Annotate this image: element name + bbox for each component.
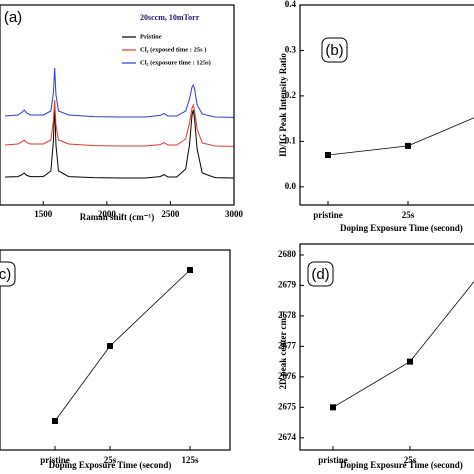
data-point xyxy=(405,142,411,149)
panel-tag: (d) xyxy=(311,266,329,283)
x-axis-label: Doping Exposure Time (second) xyxy=(49,460,172,470)
panel-tag-box xyxy=(0,261,16,287)
y-tick-label: 0.4 xyxy=(285,0,297,9)
plot-area xyxy=(325,117,474,158)
panel-tag-box xyxy=(307,261,334,287)
y-tick-label: 2675 xyxy=(278,401,297,411)
annotation: 20sccm, 10mTorr xyxy=(140,13,200,22)
x-tick-label: pristine xyxy=(313,210,343,220)
y-tick-label: 0.2 xyxy=(285,90,297,100)
data-line xyxy=(327,117,474,156)
y-tick-label: 2676 xyxy=(278,371,297,381)
data-point xyxy=(325,152,331,158)
x-tick-label: 3000 xyxy=(225,209,244,219)
y-tick-label: 2674 xyxy=(278,432,297,442)
plot-frame xyxy=(0,249,231,451)
y-axis-label: ID/IG Peak Intensity Ratio xyxy=(278,53,288,157)
plot-area xyxy=(5,67,234,179)
y-tick-label: 0.0 xyxy=(285,181,297,191)
spectrum-line xyxy=(5,99,234,147)
plot-area xyxy=(330,280,474,411)
panel: 2674267526762677267826792680pristine25s1… xyxy=(278,243,474,470)
plot-frame xyxy=(299,4,474,206)
x-tick-label: 1500 xyxy=(34,209,53,219)
y-tick-label: 2680 xyxy=(278,249,297,259)
plot-frame xyxy=(299,243,474,451)
legend-text: Pristine xyxy=(140,33,162,40)
legend-text: Cl₂ (exposed time : 25s ) xyxy=(140,46,206,53)
data-point xyxy=(330,404,336,411)
panel-tag: (c) xyxy=(0,266,11,283)
x-axis-label: Doping Exposure Time (second) xyxy=(340,223,463,233)
x-tick-label: 2000 xyxy=(98,209,117,219)
panel: 1500 2000 2500 3000 Pristine Cl₂ (exposed tim… xyxy=(0,4,244,222)
plot-frame xyxy=(0,4,235,206)
data-line xyxy=(54,269,191,422)
panel-tag: (a) xyxy=(4,9,22,26)
y-tick-label: 2678 xyxy=(278,310,297,320)
x-tick-label: 125s xyxy=(181,455,199,465)
y-axis-label: 2D peak center cm⁻¹ xyxy=(278,310,288,389)
panel-tag-box xyxy=(321,37,348,63)
spectrum-line xyxy=(5,67,234,118)
panel: 0.00.10.20.30.4pristine25s125sDoping Exp… xyxy=(278,0,474,233)
y-tick-label: 2677 xyxy=(278,340,297,350)
y-tick-label: 2679 xyxy=(278,280,297,290)
x-tick-label: pristine xyxy=(40,455,70,465)
legend-text: Cl₂ (exposure time : 125s) xyxy=(140,59,211,66)
panel: pristine 25s 125s Doping Exposure Time (sec… xyxy=(0,249,231,470)
x-axis-label: Doping Exposure Time (second) xyxy=(340,460,463,470)
data-line xyxy=(332,280,474,408)
y-tick-label: 0.3 xyxy=(285,45,297,55)
x-tick-label: 25s xyxy=(402,210,415,220)
x-axis-label: Raman shift (cm⁻¹) xyxy=(80,212,154,222)
x-tick-label: pristine xyxy=(318,455,348,465)
plot-area xyxy=(52,267,193,424)
data-point xyxy=(187,267,193,273)
x-tick-label: 25s xyxy=(404,455,417,465)
data-point xyxy=(107,343,113,349)
x-tick-label: 25s xyxy=(104,455,117,465)
y-tick-label: 0.1 xyxy=(285,135,297,145)
panel-tag: (b) xyxy=(325,42,343,59)
x-tick-label: 2500 xyxy=(161,209,180,219)
data-point xyxy=(407,358,413,365)
spectrum-line xyxy=(5,104,234,179)
data-point xyxy=(52,418,58,424)
